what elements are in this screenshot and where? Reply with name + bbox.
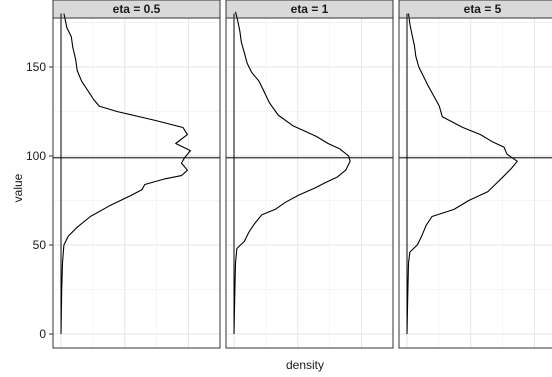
y-tick-label: 50 bbox=[33, 238, 47, 252]
panel-background bbox=[399, 18, 552, 348]
y-tick-label: 100 bbox=[26, 149, 46, 163]
facet-strip-label: eta = 0.5 bbox=[113, 2, 161, 16]
y-axis-title: value bbox=[11, 173, 25, 202]
y-axis-title-group: value bbox=[11, 173, 25, 202]
panel-border bbox=[398, 17, 552, 349]
y-tick-label: 0 bbox=[39, 327, 46, 341]
facet-panels: eta = 0.5 eta = 1 eta = 5 bbox=[52, 0, 552, 349]
facet-panel-3: eta = 5 bbox=[398, 0, 552, 349]
y-axis: 0 50 100 150 bbox=[26, 60, 53, 341]
density-curve bbox=[406, 13, 518, 335]
facet-panel-1: eta = 0.5 bbox=[52, 0, 221, 349]
facet-panel-2: eta = 1 bbox=[225, 0, 394, 349]
panel-background bbox=[226, 18, 393, 348]
facet-strip-label: eta = 1 bbox=[291, 2, 329, 16]
density-curve bbox=[60, 13, 191, 335]
panel-border bbox=[225, 17, 394, 349]
density-curve bbox=[233, 11, 351, 335]
facet-strip-label: eta = 5 bbox=[464, 2, 502, 16]
panel-border bbox=[52, 17, 221, 349]
panel-background bbox=[53, 18, 220, 348]
y-tick-label: 150 bbox=[26, 60, 46, 74]
x-axis-title: density bbox=[286, 358, 324, 372]
